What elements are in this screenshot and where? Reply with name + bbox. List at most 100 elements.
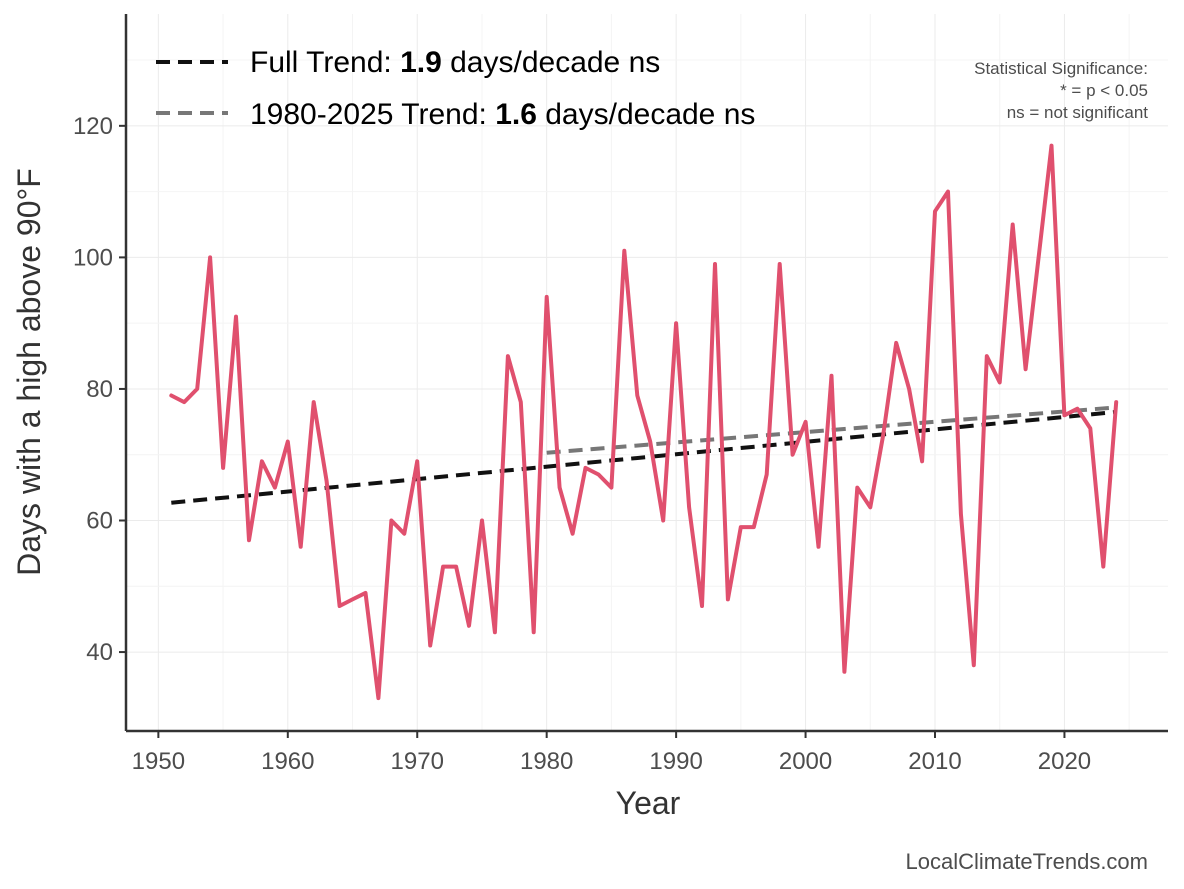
data-point-1964 xyxy=(338,604,342,608)
x-tick-label-1960: 1960 xyxy=(261,748,314,775)
x-tick-label-2020: 2020 xyxy=(1038,748,1091,775)
data-point-1979 xyxy=(532,630,536,634)
data-point-2011 xyxy=(946,190,950,194)
data-point-2013 xyxy=(972,663,976,667)
data-point-1956 xyxy=(234,315,238,319)
data-point-1960 xyxy=(286,440,290,444)
data-point-1975 xyxy=(480,519,484,523)
axes xyxy=(124,14,1168,733)
data-point-2024 xyxy=(1114,400,1118,404)
y-tick-label-120: 120 xyxy=(73,113,113,140)
data-point-1968 xyxy=(389,519,393,523)
y-tick-label-100: 100 xyxy=(73,244,113,271)
data-point-1989 xyxy=(661,519,665,523)
data-series xyxy=(169,143,1119,701)
significance-threshold: * = p < 0.05 xyxy=(1060,81,1148,100)
data-point-1974 xyxy=(467,624,471,628)
x-tick-label-2000: 2000 xyxy=(779,748,832,775)
data-point-2017 xyxy=(1024,367,1028,371)
data-point-1994 xyxy=(726,597,730,601)
data-point-1996 xyxy=(752,525,756,529)
data-point-2022 xyxy=(1088,426,1092,430)
legend-label-1980-2025-trend: 1980-2025 Trend: 1.6 days/decade ns xyxy=(250,98,755,131)
data-point-1965 xyxy=(351,597,355,601)
data-point-2015 xyxy=(998,380,1002,384)
data-point-1978 xyxy=(519,400,523,404)
x-tick-label-2010: 2010 xyxy=(908,748,961,775)
significance-note: Statistical Significance: * = p < 0.05 n… xyxy=(974,59,1148,122)
data-point-1986 xyxy=(622,249,626,253)
data-point-1970 xyxy=(415,459,419,463)
x-tick-label-1950: 1950 xyxy=(132,748,185,775)
data-point-1985 xyxy=(609,486,613,490)
significance-title: Statistical Significance: xyxy=(974,59,1148,78)
significance-ns: ns = not significant xyxy=(1007,103,1149,122)
data-point-1977 xyxy=(506,354,510,358)
x-tick-label-1970: 1970 xyxy=(391,748,444,775)
data-point-1976 xyxy=(493,630,497,634)
data-point-1952 xyxy=(182,400,186,404)
data-point-1991 xyxy=(687,505,691,509)
data-point-2008 xyxy=(907,387,911,391)
data-point-1993 xyxy=(713,262,717,266)
data-point-1957 xyxy=(247,538,251,542)
y-axis-title: Days with a high above 90°F xyxy=(11,168,47,576)
data-point-1961 xyxy=(299,545,303,549)
trend-line-1 xyxy=(546,405,1117,455)
data-point-2006 xyxy=(881,433,885,437)
data-point-2010 xyxy=(933,209,937,213)
data-point-1980 xyxy=(545,295,549,299)
data-point-2018 xyxy=(1037,255,1041,259)
data-point-1983 xyxy=(584,466,588,470)
data-point-1972 xyxy=(441,565,445,569)
data-point-1990 xyxy=(674,321,678,325)
x-tick-label-1990: 1990 xyxy=(649,748,702,775)
data-point-1982 xyxy=(571,532,575,536)
data-point-1999 xyxy=(791,453,795,457)
ticks: 1950 1960 1970 1980 1990 2000 2010 2020 40 60 80 10… xyxy=(73,113,1091,775)
data-point-2019 xyxy=(1050,144,1054,148)
data-point-2007 xyxy=(894,341,898,345)
data-point-2002 xyxy=(829,374,833,378)
data-point-2014 xyxy=(985,354,989,358)
y-tick-label-40: 40 xyxy=(86,639,113,666)
data-point-1953 xyxy=(195,387,199,391)
legend: Full Trend: 1.9 days/decade ns 1980-2025… xyxy=(156,46,755,131)
x-axis-title: Year xyxy=(616,785,681,821)
data-point-1955 xyxy=(221,466,225,470)
data-point-2004 xyxy=(855,486,859,490)
data-point-2023 xyxy=(1101,565,1105,569)
data-point-1967 xyxy=(376,696,380,700)
data-point-2005 xyxy=(868,505,872,509)
data-point-1969 xyxy=(402,532,406,536)
data-point-1988 xyxy=(648,440,652,444)
x-tick-label-1980: 1980 xyxy=(520,748,573,775)
data-point-1962 xyxy=(312,400,316,404)
data-point-1963 xyxy=(325,479,329,483)
data-point-1973 xyxy=(454,565,458,569)
data-point-1992 xyxy=(700,604,704,608)
data-point-1987 xyxy=(635,394,639,398)
data-point-1971 xyxy=(428,643,432,647)
data-point-2003 xyxy=(842,670,846,674)
data-point-2009 xyxy=(920,459,924,463)
data-point-1951 xyxy=(169,394,173,398)
data-point-1958 xyxy=(260,459,264,463)
legend-label-full-trend: Full Trend: 1.9 days/decade ns xyxy=(250,46,660,79)
data-point-1959 xyxy=(273,486,277,490)
data-point-1981 xyxy=(558,486,562,490)
y-tick-label-60: 60 xyxy=(86,508,113,535)
source-credit: LocalClimateTrends.com xyxy=(906,849,1149,874)
data-point-1984 xyxy=(596,472,600,476)
data-point-1966 xyxy=(363,591,367,595)
y-tick-label-80: 80 xyxy=(86,376,113,403)
data-point-2021 xyxy=(1075,407,1079,411)
grid xyxy=(126,14,1168,731)
data-point-1998 xyxy=(778,262,782,266)
data-point-1995 xyxy=(739,525,743,529)
data-point-2016 xyxy=(1011,222,1015,226)
data-point-2020 xyxy=(1062,413,1066,417)
data-point-2000 xyxy=(804,420,808,424)
series-line-0 xyxy=(169,143,1119,701)
